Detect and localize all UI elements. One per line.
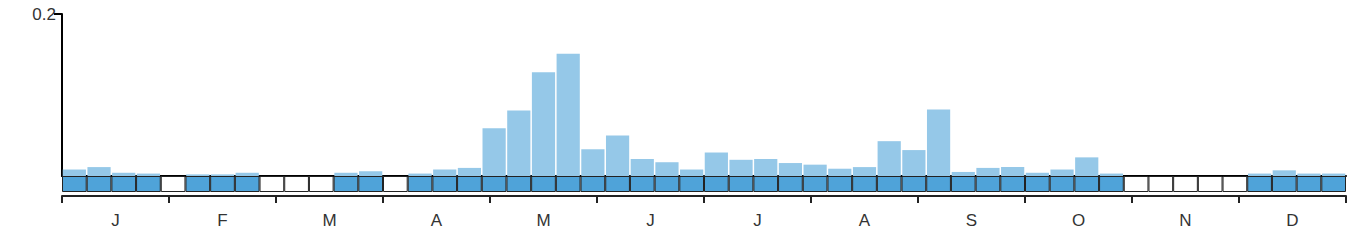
svg-text:N: N (1179, 211, 1191, 230)
svg-text:O: O (1072, 211, 1085, 230)
svg-text:S: S (966, 211, 977, 230)
svg-text:M: M (536, 211, 550, 230)
svg-text:0.2: 0.2 (32, 5, 56, 24)
svg-text:A: A (859, 211, 871, 230)
svg-text:J: J (753, 211, 762, 230)
svg-text:D: D (1286, 211, 1298, 230)
svg-text:J: J (111, 211, 120, 230)
svg-text:A: A (431, 211, 443, 230)
svg-text:M: M (322, 211, 336, 230)
svg-text:F: F (217, 211, 227, 230)
svg-text:J: J (646, 211, 655, 230)
